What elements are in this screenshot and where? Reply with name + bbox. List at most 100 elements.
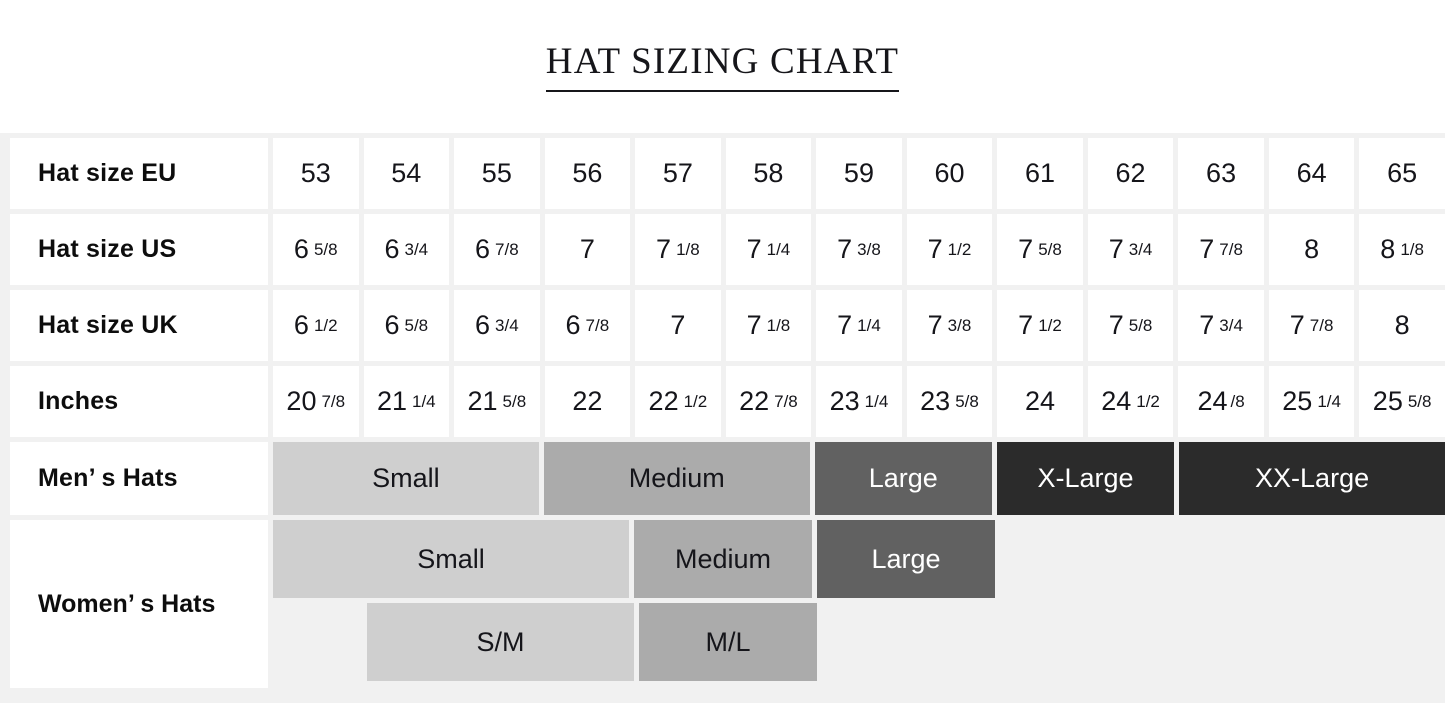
- cell-whole: 7: [837, 234, 853, 264]
- row-cells-uk: 6 1/2 6 5/8 6 3/4 6 7/8 7 7 1/8 7 1/4 7 3/8 7 1/2 7 5/8 7 3/…: [268, 290, 1445, 361]
- cell-fraction: 7/8: [774, 391, 798, 411]
- cell-fraction: 7/8: [495, 239, 519, 259]
- cell-whole: 6: [293, 310, 309, 340]
- table-cell: 64: [1268, 138, 1355, 209]
- cell-fraction: 1/2: [947, 239, 972, 259]
- table-cell: 7 7/8: [1178, 214, 1264, 285]
- table-cell: 61: [997, 138, 1083, 209]
- table-cell: 53: [273, 138, 359, 209]
- cell-fraction: 1/8: [1400, 239, 1424, 259]
- cell-whole: 55: [481, 158, 512, 188]
- cell-fraction: 1/8: [766, 315, 791, 335]
- table-cell: 7: [635, 290, 721, 361]
- table-cell: 20 7/8: [273, 366, 359, 437]
- cell-whole: 62: [1115, 158, 1146, 188]
- row-cells-us: 6 5/8 6 3/4 6 7/8 7 7 1/8 7 1/4 7 3/8 7 1/2 7 5/8 7 3/4 7 7/…: [268, 214, 1445, 285]
- table-cell: 22: [544, 366, 631, 437]
- table-cell: 22 7/8: [725, 366, 812, 437]
- cell-whole: 60: [934, 158, 965, 188]
- cell-whole: 56: [572, 158, 603, 188]
- size-band: Medium: [634, 520, 812, 598]
- table-cell: 65: [1359, 138, 1445, 209]
- table-cell: 8 1/8: [1359, 214, 1445, 285]
- cell-fraction: 3/4: [495, 315, 519, 335]
- table-cell: 8: [1359, 290, 1445, 361]
- table-cell: 7 1/2: [906, 214, 993, 285]
- cell-fraction: 7/8: [1219, 239, 1243, 259]
- table-cell: 25 5/8: [1359, 366, 1445, 437]
- table-cell: 7 1/4: [816, 290, 902, 361]
- cell-fraction: 3/8: [947, 315, 972, 335]
- table-cell: 7 3/4: [1087, 214, 1174, 285]
- cell-whole: 21: [376, 386, 407, 416]
- cell-whole: 7: [670, 310, 686, 340]
- sizing-table: Hat size EU 53 54 55 56 57 58 59 60 61 62 63 64 65 H…: [0, 133, 1445, 703]
- table-row-eu: Hat size EU 53 54 55 56 57 58 59 60 61 62 63 64 65: [0, 133, 1445, 209]
- cell-whole: 25: [1372, 386, 1403, 416]
- size-bands-mens: Small Medium Large X-Large XX-Large: [268, 442, 1445, 515]
- table-cell: 7 7/8: [1268, 290, 1355, 361]
- row-cells-inches: 20 7/8 21 1/4 21 5/8 22 22 1/2 22 7/8 23 1/4 23 5/8 24 2…: [268, 366, 1445, 437]
- size-band: Small: [273, 442, 539, 515]
- cell-whole: 6: [384, 234, 400, 264]
- cell-fraction: 5/8: [1128, 315, 1153, 335]
- table-cell: 55: [454, 138, 540, 209]
- table-cell: 6 5/8: [363, 290, 450, 361]
- cell-whole: 7: [927, 310, 943, 340]
- cell-fraction: 5/8: [1407, 391, 1432, 411]
- cell-whole: 22: [739, 386, 770, 416]
- cell-fraction: 1/4: [1317, 391, 1341, 411]
- size-band: Large: [814, 442, 992, 515]
- table-cell: 60: [906, 138, 993, 209]
- cell-fraction: 1/2: [313, 315, 338, 335]
- cell-fraction: 1/4: [412, 391, 436, 411]
- cell-fraction: 5/8: [502, 391, 527, 411]
- table-cell: 7 3/4: [1178, 290, 1264, 361]
- table-row-mens-hats: Men’ s Hats Small Medium Large X-Large XX-La…: [0, 437, 1445, 515]
- cell-whole: 65: [1387, 158, 1418, 188]
- cell-whole: 6: [474, 234, 491, 264]
- cell-fraction: 3/4: [1219, 315, 1243, 335]
- cell-fraction: 5/8: [1038, 239, 1062, 259]
- cell-whole: 22: [648, 386, 679, 416]
- table-cell: 24 1/2: [1087, 366, 1174, 437]
- table-cell: 6 3/4: [363, 214, 450, 285]
- cell-fraction: 1/4: [766, 239, 791, 259]
- size-band: M/L: [639, 603, 817, 681]
- cell-whole: 23: [920, 386, 951, 416]
- table-cell: 7 5/8: [997, 214, 1083, 285]
- cell-whole: 21: [467, 386, 498, 416]
- cell-whole: 6: [384, 310, 400, 340]
- cell-fraction: 3/8: [857, 239, 881, 259]
- cell-whole: 6: [565, 310, 581, 340]
- size-band: S/M: [367, 603, 634, 681]
- cell-whole: 23: [829, 386, 860, 416]
- table-cell: 7 1/8: [635, 214, 721, 285]
- cell-whole: 6: [474, 310, 491, 340]
- size-band-spacer: [1000, 520, 1445, 598]
- cell-whole: 8: [1304, 234, 1320, 264]
- cell-whole: 63: [1206, 158, 1237, 188]
- table-cell: 63: [1178, 138, 1264, 209]
- table-row-inches: Inches 20 7/8 21 1/4 21 5/8 22 22 1/2 22 7/8 23 1/4 2…: [0, 361, 1445, 437]
- row-label-uk: Hat size UK: [10, 290, 268, 361]
- table-cell: 7: [544, 214, 631, 285]
- cell-whole: 20: [286, 386, 317, 416]
- size-band: Large: [817, 520, 995, 598]
- cell-whole: 59: [843, 158, 874, 188]
- table-cell: 7 3/8: [906, 290, 993, 361]
- table-cell: 22 1/2: [635, 366, 721, 437]
- table-cell: 23 1/4: [816, 366, 902, 437]
- row-label-us: Hat size US: [10, 214, 268, 285]
- cell-whole: 7: [837, 310, 853, 340]
- cell-whole: 7: [1018, 234, 1034, 264]
- cell-whole: 57: [662, 158, 693, 188]
- table-cell: 6 1/2: [273, 290, 359, 361]
- cell-whole: 61: [1024, 158, 1056, 188]
- table-cell: 56: [544, 138, 631, 209]
- row-label-inches: Inches: [10, 366, 268, 437]
- cell-fraction: 1/8: [676, 239, 700, 259]
- cell-fraction: 3/4: [404, 239, 429, 259]
- table-cell: 24/8: [1178, 366, 1264, 437]
- table-cell: 7 1/8: [725, 290, 812, 361]
